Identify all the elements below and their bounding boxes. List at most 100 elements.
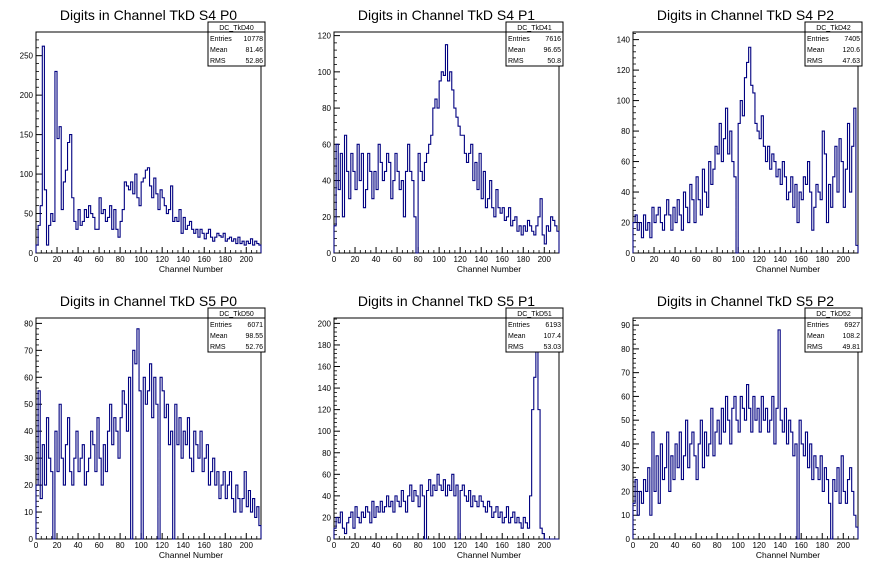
x-tick-label: 80 (414, 255, 423, 264)
histogram-series (632, 46, 859, 254)
stats-name: DC_TkD51 (517, 311, 552, 318)
x-tick-label: 200 (538, 541, 552, 550)
stats-value: 47.63 (842, 58, 860, 65)
x-tick-label: 180 (816, 541, 830, 550)
plot-frame (35, 317, 262, 540)
y-tick-label: 20 (322, 213, 331, 222)
x-tick-label: 140 (475, 255, 489, 264)
x-tick-label: 40 (372, 255, 381, 264)
stats-value: 98.55 (245, 333, 263, 340)
y-tick-label: 140 (318, 384, 332, 393)
stats-label: RMS (508, 344, 524, 351)
y-tick-label: 160 (318, 363, 332, 372)
x-tick-label: 120 (453, 255, 467, 264)
x-tick-label: 180 (816, 255, 830, 264)
x-tick-label: 160 (496, 541, 510, 550)
y-tick-label: 140 (617, 36, 631, 45)
stats-value: 7405 (844, 36, 860, 43)
histogram-series (333, 44, 560, 254)
stats-label: RMS (508, 58, 524, 65)
y-tick-label: 80 (322, 449, 331, 458)
x-tick-label: 100 (432, 255, 446, 264)
x-tick-label: 180 (517, 541, 531, 550)
chart-title: Digits in Channel TkD S4 P1 (358, 7, 535, 23)
stats-value: 81.46 (245, 47, 263, 54)
x-tick-label: 140 (475, 541, 489, 550)
y-tick-label: 100 (318, 427, 332, 436)
x-tick-label: 0 (631, 255, 636, 264)
stats-label: RMS (807, 344, 823, 351)
y-tick-label: 40 (322, 492, 331, 501)
chart-panel: Digits in Channel TkD S5 P1 0 20 40 60 80 100 1… (318, 293, 564, 560)
chart-title: Digits in Channel TkD S5 P0 (60, 293, 237, 309)
stats-value: 53.03 (543, 344, 561, 351)
stats-label: Mean (807, 47, 825, 54)
x-tick-label: 200 (240, 255, 254, 264)
stats-value: 96.65 (543, 47, 561, 54)
y-tick-label: 20 (322, 513, 331, 522)
y-tick-label: 60 (621, 158, 630, 167)
stats-box: DC_TkD42 Entries 7405 Mean 120.6 RMS 47.63 (804, 21, 863, 67)
plot-frame (632, 317, 859, 540)
stats-name: DC_TkD42 (816, 25, 851, 32)
plot-frame (333, 31, 560, 254)
x-tick-label: 0 (34, 541, 39, 550)
stats-value: 7616 (545, 36, 561, 43)
y-tick-label: 250 (20, 52, 34, 61)
x-tick-label: 40 (671, 255, 680, 264)
x-tick-label: 0 (332, 541, 337, 550)
stats-label: RMS (210, 344, 226, 351)
chart-panel: Digits in Channel TkD S4 P2 0 20 40 60 80 100 1… (617, 7, 863, 274)
x-tick-label: 40 (74, 255, 83, 264)
chart-panel: Digits in Channel TkD S4 P1 0 20 40 60 80 100 1… (318, 7, 564, 274)
x-tick-label: 120 (155, 541, 169, 550)
x-tick-label: 20 (650, 541, 659, 550)
y-tick-label: 120 (318, 406, 332, 415)
x-tick-label: 100 (731, 255, 745, 264)
stats-name: DC_TkD41 (517, 25, 552, 32)
y-tick-label: 90 (621, 321, 630, 330)
stats-value: 108.2 (842, 333, 860, 340)
x-axis-label: Channel Number (457, 264, 521, 274)
chart-panel: Digits in Channel TkD S5 P0 0 10 20 30 40 50 60… (24, 293, 266, 560)
y-tick-label: 200 (20, 91, 34, 100)
stats-value: 107.4 (543, 333, 561, 340)
chart-panel: Digits in Channel TkD S4 P00501001502002… (20, 7, 266, 274)
y-tick-label: 0 (327, 249, 332, 258)
x-tick-label: 160 (496, 255, 510, 264)
y-tick-label: 40 (621, 440, 630, 449)
stats-label: RMS (807, 58, 823, 65)
y-tick-label: 70 (621, 369, 630, 378)
stats-box: DC_TkD50 Entries 6071 Mean 98.55 RMS 52.76 (207, 307, 266, 353)
stats-box-frame (804, 307, 863, 353)
stats-label: Mean (210, 47, 228, 54)
stats-box: DC_TkD52 Entries 6927 Mean 108.2 RMS 49.81 (804, 307, 863, 353)
y-tick-label: 70 (24, 346, 33, 355)
x-tick-label: 60 (692, 255, 701, 264)
stats-name: DC_TkD52 (816, 311, 851, 318)
x-tick-label: 100 (134, 541, 148, 550)
y-tick-label: 100 (617, 97, 631, 106)
histogram-series (333, 344, 559, 540)
stats-label: Mean (508, 47, 526, 54)
x-tick-label: 140 (177, 255, 191, 264)
x-tick-label: 60 (393, 255, 402, 264)
x-tick-label: 60 (692, 541, 701, 550)
stats-value: 52.76 (245, 344, 263, 351)
x-tick-label: 160 (795, 541, 809, 550)
y-tick-label: 80 (24, 319, 33, 328)
x-tick-label: 120 (453, 541, 467, 550)
plot-frame (333, 317, 560, 540)
stats-label: Entries (807, 322, 829, 329)
x-tick-label: 60 (95, 255, 104, 264)
x-tick-label: 180 (219, 541, 233, 550)
x-tick-label: 80 (414, 541, 423, 550)
x-tick-label: 200 (837, 541, 851, 550)
y-tick-label: 0 (29, 249, 34, 258)
y-tick-label: 20 (621, 487, 630, 496)
histogram-series (35, 328, 262, 540)
x-tick-label: 40 (671, 541, 680, 550)
y-tick-label: 100 (20, 170, 34, 179)
y-tick-label: 40 (24, 427, 33, 436)
plot-frame (632, 31, 859, 254)
